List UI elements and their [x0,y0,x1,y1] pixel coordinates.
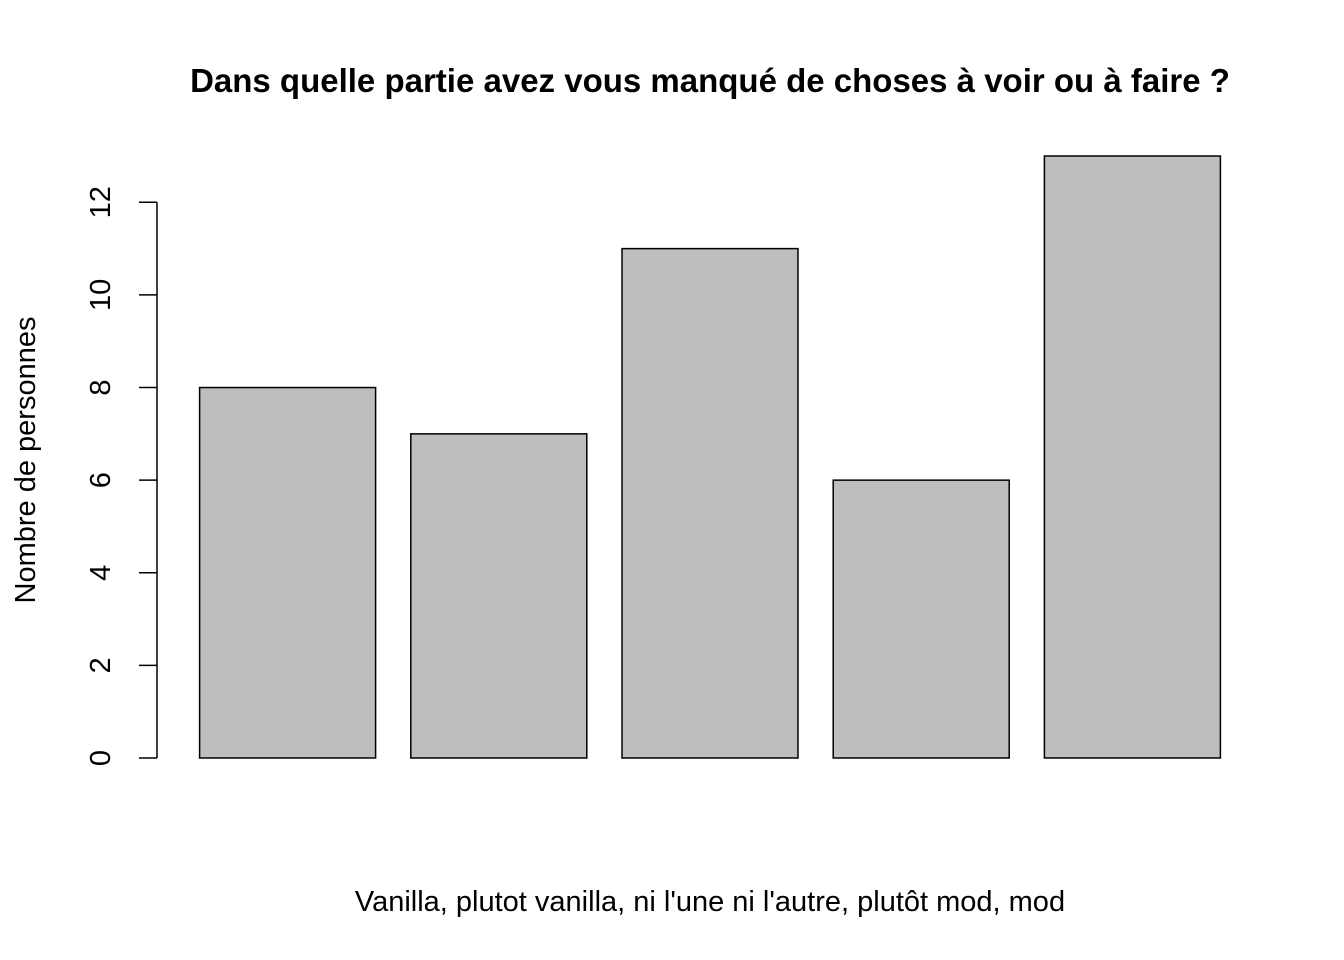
bar-2 [410,433,588,759]
y-tick-label: 8 [85,379,117,395]
chart-title: Dans quelle partie avez vous manqué de c… [190,62,1230,99]
bar-4 [832,479,1010,759]
x-axis-label: Vanilla, plutot vanilla, ni l'une ni l'a… [355,886,1065,918]
y-tick-label: 6 [85,472,117,488]
y-tick-label: 10 [85,279,117,311]
bar-5 [1043,155,1222,759]
bar-3 [621,247,799,759]
y-tick-label: 2 [85,657,117,673]
y-tick-label: 0 [85,750,117,766]
bar-1 [198,386,377,759]
y-axis-label: Nombre de personnes [10,317,42,604]
y-tick-label: 4 [85,565,117,581]
y-axis: 0 2 4 6 8 10 12 [85,186,158,766]
bars-group [198,155,1222,759]
y-tick-label: 12 [85,186,117,218]
